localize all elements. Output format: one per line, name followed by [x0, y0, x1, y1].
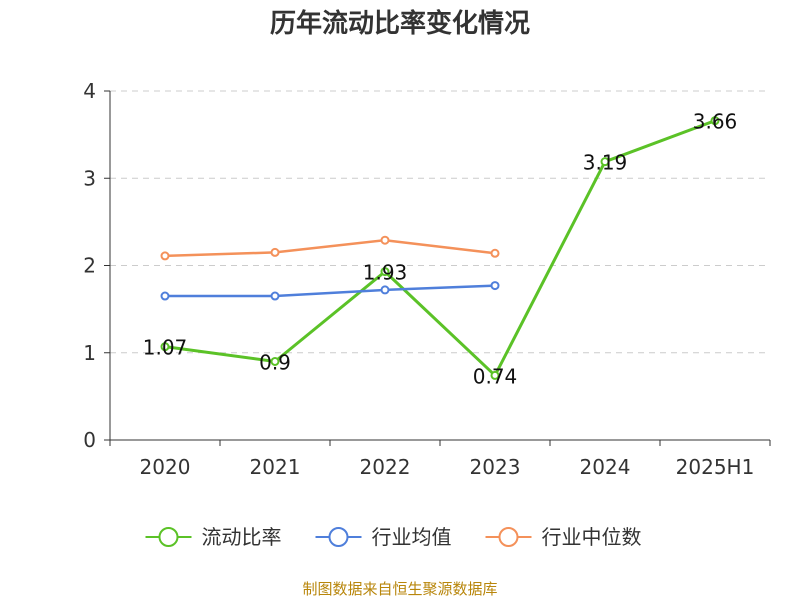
- y-tick-label: 4: [83, 79, 96, 103]
- x-tick-label: 2025H1: [676, 455, 755, 479]
- legend[interactable]: 流动比率 行业均值 行业中位数: [145, 525, 642, 549]
- data-point: [270, 247, 280, 257]
- x-tick-label: 2020: [140, 455, 191, 479]
- x-tick-label: 2024: [580, 455, 631, 479]
- data-point: [160, 342, 170, 352]
- data-point: [600, 157, 610, 167]
- data-point: [160, 251, 170, 261]
- data-point: [380, 267, 390, 277]
- data-label: 3.19: [583, 151, 628, 175]
- y-tick-label: 1: [83, 341, 96, 365]
- data-point: [490, 281, 500, 291]
- source-note: 制图数据来自恒生聚源数据库: [302, 580, 498, 598]
- data-point: [380, 235, 390, 245]
- legend-marker: [158, 527, 179, 547]
- legend-label: 行业均值: [372, 525, 452, 549]
- data-point: [270, 291, 280, 301]
- grid-lines: [110, 90, 770, 354]
- data-labels: 1.07 0.9 1.93 0.74 3.19 3.66: [143, 110, 738, 389]
- legend-item-2[interactable]: 行业均值: [315, 525, 452, 549]
- legend-item-3[interactable]: 行业中位数: [485, 525, 642, 549]
- data-point: [380, 285, 390, 295]
- x-tick-label: 2021: [250, 455, 301, 479]
- x-tick-label: 2022: [360, 455, 411, 479]
- x-tick-label: 2023: [470, 455, 521, 479]
- series-line-3: [164, 238, 496, 258]
- data-point: [710, 116, 720, 126]
- data-label: 1.07: [143, 336, 188, 360]
- series-line-2: [165, 284, 496, 298]
- data-point: [160, 291, 170, 301]
- data-point: [490, 370, 500, 380]
- legend-item-1[interactable]: 流动比率: [145, 525, 282, 549]
- data-label: 3.66: [693, 110, 738, 134]
- axes: 0 1 2 3 4 2020 2021 2022 2023 2024 2025H1: [83, 79, 771, 479]
- series-line-1: [164, 119, 716, 377]
- legend-marker: [498, 527, 519, 547]
- data-label: 0.74: [473, 364, 518, 388]
- series-lines: [160, 116, 720, 380]
- legend-label: 流动比率: [202, 525, 282, 549]
- data-label: 0.9: [259, 350, 291, 374]
- y-tick-label: 0: [83, 428, 96, 452]
- data-point: [270, 356, 280, 366]
- legend-label: 行业中位数: [542, 525, 642, 549]
- y-tick-label: 3: [83, 166, 96, 190]
- y-tick-label: 2: [83, 254, 96, 278]
- data-point: [490, 248, 500, 258]
- chart-title: 历年流动比率变化情况: [269, 9, 530, 39]
- legend-marker: [328, 527, 349, 547]
- data-label: 1.93: [363, 261, 408, 285]
